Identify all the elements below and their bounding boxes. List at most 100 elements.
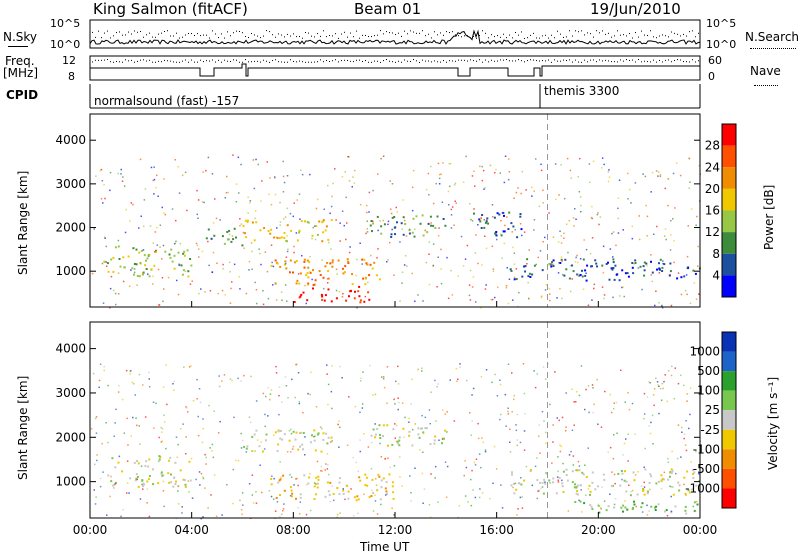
nave-dot [674, 60, 675, 62]
speckle-cell [276, 501, 279, 503]
noise-dot [185, 34, 186, 36]
speckle-cell [239, 288, 241, 290]
scatter-cell-3 [303, 266, 306, 269]
scatter-cell-7 [524, 270, 527, 273]
scatter-cell-2 [290, 489, 293, 492]
speckle-cell [565, 392, 567, 394]
noise-dot [497, 35, 498, 37]
nave-dot [377, 60, 378, 62]
noise-dot [545, 34, 546, 36]
speckle-cell [496, 395, 499, 397]
scatter-cell-2 [325, 225, 328, 228]
scatter-cell-3 [376, 274, 378, 277]
speckle-cell [211, 443, 214, 446]
speckle-cell [521, 507, 524, 509]
speckle-cell [182, 423, 184, 425]
speckle-cell [588, 163, 591, 165]
nave-dot [302, 61, 303, 63]
scatter-cell-0 [146, 480, 149, 483]
scatter-cell-0 [182, 478, 185, 481]
nave-legend-line [754, 85, 778, 86]
speckle-cell [655, 290, 657, 292]
noise-dot [587, 32, 588, 34]
speckle-cell [611, 232, 613, 235]
scatter-cell-4 [368, 298, 371, 301]
nave-dot [335, 59, 336, 61]
speckle-cell [593, 403, 595, 406]
scatter-cell-3 [347, 262, 350, 264]
speckle-cell [662, 387, 664, 390]
scatter-cell-2 [391, 485, 394, 488]
speckle-cell [450, 208, 453, 211]
speckle-cell [658, 272, 661, 274]
speckle-cell [161, 440, 163, 442]
noise-dot [278, 33, 279, 35]
speckle-cell [440, 268, 442, 270]
speckle-cell [440, 248, 442, 251]
scatter-cell-5 [607, 505, 610, 508]
scatter-cell-2 [347, 490, 350, 493]
freq-tick-bottom: 8 [68, 70, 75, 83]
speckle-cell [537, 490, 539, 492]
scatter-cell-4 [300, 293, 303, 296]
noise-dot [101, 37, 102, 39]
nave-dot [467, 60, 468, 62]
speckle-cell [589, 181, 591, 184]
speckle-cell [247, 212, 249, 214]
speckle-cell [434, 477, 436, 479]
speckle-cell [645, 204, 647, 207]
noise-dot [305, 31, 306, 33]
speckle-cell [509, 441, 511, 443]
speckle-cell [545, 472, 547, 474]
speckle-cell [235, 201, 238, 203]
speckle-cell [158, 436, 160, 439]
scatter-cell-0 [148, 475, 151, 477]
nave-dot [212, 59, 213, 61]
speckle-cell [414, 228, 416, 230]
scatter-cell-7 [643, 261, 646, 264]
speckle-cell [354, 169, 356, 172]
scatter-cell-5 [579, 500, 582, 503]
scatter-cell-2 [313, 498, 316, 500]
scatter-cell-7 [576, 273, 579, 276]
speckle-cell [689, 181, 691, 183]
scatter-cell-1 [274, 431, 277, 434]
scatter-cell-0 [169, 256, 172, 259]
speckle-cell [314, 225, 316, 227]
nave-dot [677, 59, 678, 61]
speckle-cell [442, 409, 444, 411]
speckle-cell [139, 443, 141, 445]
speckle-cell [648, 381, 650, 383]
scatter-cell-7 [621, 269, 624, 272]
speckle-cell [646, 514, 649, 516]
nave-dot [554, 59, 555, 61]
scatter-cell-0 [170, 481, 173, 484]
noise-dot [515, 31, 516, 33]
speckle-cell [545, 431, 547, 434]
scatter-cell-0 [133, 263, 136, 265]
speckle-cell [155, 187, 157, 189]
speckle-cell [689, 387, 692, 389]
speckle-cell [618, 179, 621, 181]
speckle-cell [646, 264, 648, 267]
speckle-cell [538, 435, 540, 437]
scatter-cell-6 [473, 212, 475, 215]
speckle-cell [562, 274, 564, 276]
scatter-cell-4 [684, 492, 687, 495]
nave-dot [683, 61, 684, 63]
speckle-cell [643, 417, 645, 420]
speckle-cell [438, 439, 440, 441]
colorbar-segment [722, 188, 736, 211]
scatter-cell-1 [235, 236, 237, 239]
nave-dot [443, 60, 444, 62]
nave-dot [248, 61, 249, 63]
noise-dot [611, 36, 612, 38]
nave-dot [122, 61, 123, 63]
scatter-cell-5 [380, 225, 383, 228]
speckle-cell [377, 173, 379, 175]
scatter-cell-7 [626, 272, 629, 275]
speckle-cell [98, 386, 100, 389]
speckle-cell [336, 513, 339, 516]
scatter-cell-7 [659, 258, 662, 261]
speckle-cell [577, 176, 579, 178]
